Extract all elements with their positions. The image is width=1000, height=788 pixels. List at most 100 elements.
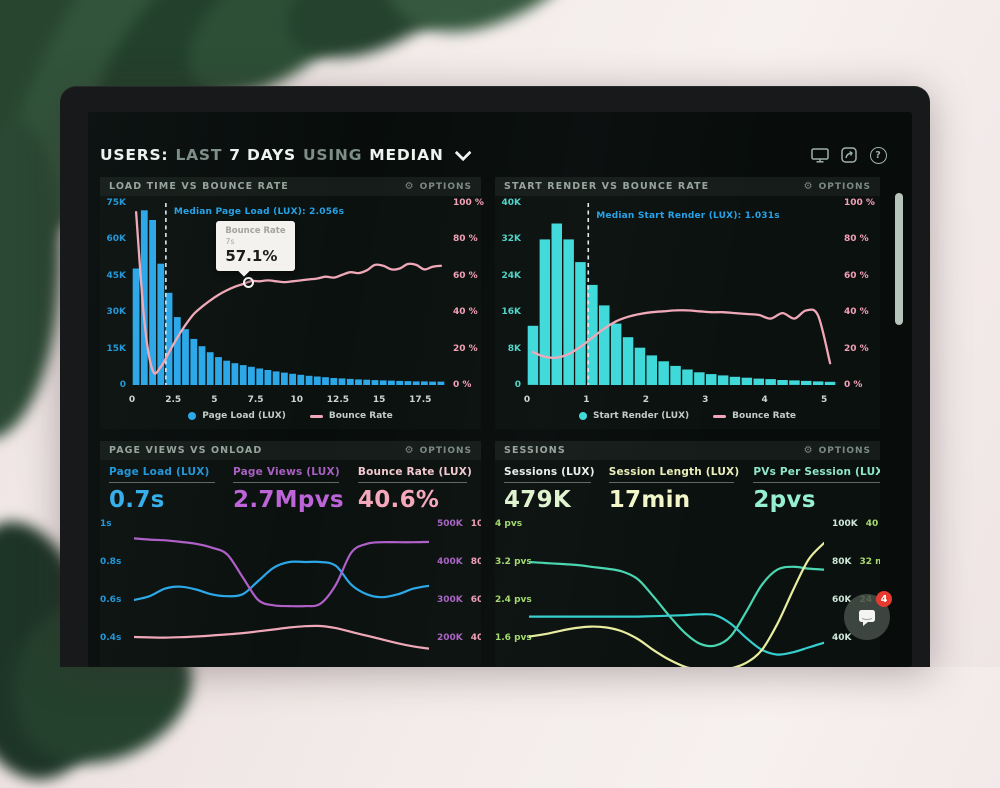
share-icon[interactable] <box>839 146 859 164</box>
x-axis-tick: 1 <box>583 395 590 405</box>
axis-tick: 60 % <box>453 270 478 281</box>
line-series <box>134 210 443 375</box>
options-button[interactable]: ⚙ OPTIONS <box>803 180 871 192</box>
median-annotation: Median Start Render (LUX): 1.031s <box>596 211 780 221</box>
y-axis-left: 40K 32K 24K 16K 8K 0 <box>495 198 527 393</box>
header-using-label: USING <box>303 146 363 164</box>
legend-dot-icon <box>188 412 197 420</box>
metric-value: 40.6% <box>357 487 440 513</box>
axis-tick: 100 % <box>453 198 484 208</box>
x-axis-tick: 15 <box>372 395 386 405</box>
chart-legend: Page Load (LUX) Bounce Rate <box>100 411 481 421</box>
panel-start-render: START RENDER VS BOUNCE RATE ⚙ OPTIONS 40… <box>495 177 880 429</box>
gear-icon: ⚙ <box>803 180 814 192</box>
legend-line-icon <box>713 414 727 418</box>
legend-item[interactable]: Start Render (LUX) <box>578 411 690 421</box>
dashboard: USERS: LAST 7 DAYS USING MEDIAN <box>88 112 912 667</box>
panel-load-time: LOAD TIME VS BOUNCE RATE ⚙ OPTIONS 75K 60… <box>100 177 484 429</box>
panel-title: SESSIONS <box>504 445 566 456</box>
axis-tick: 40K <box>832 633 852 643</box>
display-icon[interactable] <box>810 146 830 164</box>
options-label: OPTIONS <box>818 445 871 456</box>
metric-bounce-rate: Bounce Rate (LUX) 40.6% <box>357 466 472 513</box>
header-median-dropdown[interactable]: MEDIAN <box>369 146 444 164</box>
x-axis: 0 1 2 3 4 5 <box>523 395 836 408</box>
scrollbar-thumb[interactable] <box>895 193 903 325</box>
gear-icon: ⚙ <box>404 180 415 192</box>
axis-tick: 80 % <box>453 234 478 245</box>
legend-item[interactable]: Bounce Rate <box>713 411 796 421</box>
axis-tick: 4 pvs <box>495 519 523 529</box>
tooltip-title: Bounce Rate <box>225 226 286 237</box>
bars-group <box>132 210 445 385</box>
x-axis-tick: 5 <box>211 395 218 405</box>
axis-tick: 500K100% <box>437 519 481 529</box>
axis-tick: 60 % <box>844 270 869 281</box>
plot-area[interactable] <box>134 518 429 667</box>
options-label: OPTIONS <box>419 181 472 192</box>
options-label: OPTIONS <box>818 181 871 192</box>
line-series <box>531 308 832 365</box>
tooltip-marker <box>243 277 255 289</box>
line-series <box>529 613 824 656</box>
legend-item[interactable]: Page Load (LUX) <box>188 411 286 421</box>
axis-tick: 40 % <box>844 307 869 318</box>
metric-label: PVs Per Session (LUX) <box>753 466 880 478</box>
axis-tick: 0.6s <box>100 595 122 605</box>
y-axis-left: 4 pvs 3.2 pvs 2.4 pvs 1.6 pvs <box>495 518 532 667</box>
legend-dot-icon <box>578 412 587 420</box>
legend-label: Start Render (LUX) <box>592 411 690 421</box>
chat-widget-button[interactable]: 4 <box>844 591 892 640</box>
options-button[interactable]: ⚙ OPTIONS <box>404 444 472 456</box>
chat-bubble-icon <box>859 609 875 626</box>
axis-tick: 20 % <box>844 343 869 354</box>
help-glyph: ? <box>869 146 887 164</box>
metric-value: 0.7s <box>109 487 165 513</box>
help-icon[interactable]: ? <box>868 146 888 164</box>
header-range-label: 7 DAYS <box>229 146 296 164</box>
metric-label: Page Views (LUX) <box>233 466 340 478</box>
x-axis-tick: 3 <box>702 395 709 405</box>
metric-label: Bounce Rate (LUX) <box>357 466 472 478</box>
plot-area[interactable]: Median Start Render (LUX): 1.031s <box>527 201 836 393</box>
median-annotation: Median Page Load (LUX): 2.056s <box>173 207 345 217</box>
x-axis-tick: 2 <box>642 395 649 405</box>
axis-tick: 40 % <box>453 307 478 318</box>
metric-pvs-per-session: PVs Per Session (LUX) 2pvs <box>753 466 880 513</box>
metric-divider <box>357 482 468 483</box>
chat-badge: 4 <box>876 591 892 607</box>
metrics-row: Sessions (LUX) 479K Session Length (LUX)… <box>495 460 880 515</box>
chevron-down-icon[interactable] <box>454 144 472 162</box>
y-axis-left: 1s 0.8s 0.6s 0.4s <box>100 518 134 667</box>
options-button[interactable]: ⚙ OPTIONS <box>804 445 871 456</box>
x-axis: 0 2.5 5 7.5 10 12.5 15 17.5 <box>128 395 445 408</box>
x-axis-tick: 0 <box>523 395 531 405</box>
dashboard-header: USERS: LAST 7 DAYS USING MEDIAN <box>100 142 900 168</box>
panel-page-views: PAGE VIEWS VS ONLOAD ⚙ OPTIONS Page Load… <box>100 441 481 667</box>
plot-area[interactable] <box>529 518 824 667</box>
metric-divider <box>233 482 340 483</box>
metric-value: 479K <box>504 487 572 513</box>
x-axis-tick: 10 <box>290 395 303 405</box>
legend-item[interactable]: Bounce Rate <box>309 411 393 421</box>
options-label: OPTIONS <box>419 445 472 456</box>
panel-title: START RENDER VS BOUNCE RATE <box>504 181 710 192</box>
metric-value: 2.7Mpvs <box>233 487 344 513</box>
axis-tick: 15K <box>106 343 127 354</box>
x-axis-tick: 0 <box>128 395 136 405</box>
metric-value: 2pvs <box>753 487 816 513</box>
metrics-row: Page Load (LUX) 0.7s Page Views (LUX) 2.… <box>100 460 481 515</box>
x-axis-tick: 4 <box>761 395 768 405</box>
legend-label: Bounce Rate <box>328 411 393 421</box>
axis-tick: 75K <box>106 198 127 208</box>
options-button[interactable]: ⚙ OPTIONS <box>404 180 472 192</box>
bars-group <box>527 223 836 385</box>
axis-tick: 60K <box>106 234 127 245</box>
gear-icon: ⚙ <box>404 444 415 456</box>
header-title: USERS: LAST 7 DAYS USING MEDIAN <box>100 144 472 164</box>
metric-divider <box>504 482 592 483</box>
plot-area[interactable]: Median Page Load (LUX): 2.056s Bounce Ra… <box>132 201 445 393</box>
tooltip-bounce-rate: Bounce Rate 7s 57.1% <box>216 221 295 272</box>
